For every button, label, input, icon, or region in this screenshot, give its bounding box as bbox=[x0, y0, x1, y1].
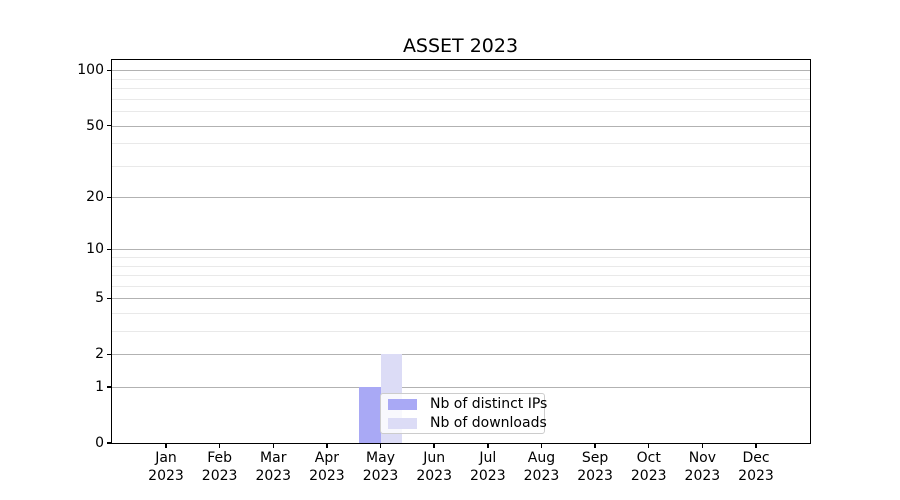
y-tick-mark bbox=[107, 69, 112, 72]
gridline-minor bbox=[112, 257, 810, 259]
gridline-major bbox=[112, 387, 810, 389]
gridline-major bbox=[112, 197, 810, 199]
x-tick-label: Jan 2023 bbox=[126, 450, 206, 485]
x-tick-year: 2023 bbox=[630, 467, 667, 484]
legend: Nb of distinct IPs Nb of downloads bbox=[380, 393, 547, 434]
x-tick-label: Aug 2023 bbox=[501, 450, 581, 485]
x-tick-month: Jul bbox=[479, 450, 497, 466]
x-tick-mark bbox=[218, 443, 221, 448]
x-tick-year: 2023 bbox=[469, 467, 506, 484]
x-tick-month: May bbox=[366, 450, 395, 466]
x-tick-label: Feb 2023 bbox=[180, 450, 260, 485]
x-tick-year: 2023 bbox=[577, 467, 613, 484]
gridline-minor bbox=[112, 143, 810, 145]
x-tick-month: Dec bbox=[742, 450, 770, 466]
y-tick-label: 20 bbox=[86, 189, 104, 206]
y-tick-mark bbox=[107, 353, 112, 356]
y-tick-mark bbox=[107, 124, 112, 127]
x-tick-label: Apr 2023 bbox=[287, 450, 367, 485]
y-tick-label: 10 bbox=[86, 241, 104, 258]
gridline-minor bbox=[112, 265, 810, 267]
y-tick-label: 0 bbox=[95, 435, 104, 451]
gridline-major bbox=[112, 70, 810, 72]
gridline-minor bbox=[112, 78, 810, 80]
gridline-minor bbox=[112, 98, 810, 100]
x-tick-month: Aug bbox=[527, 450, 556, 466]
legend-label: Nb of distinct IPs bbox=[430, 396, 548, 412]
x-tick-month: Mar bbox=[260, 450, 287, 466]
x-tick-month: Apr bbox=[314, 450, 340, 466]
x-tick-month: Jun bbox=[423, 450, 446, 466]
x-tick-label: Mar 2023 bbox=[233, 450, 313, 485]
legend-swatch-nb-of-distinct-ips bbox=[388, 398, 417, 410]
gridline-minor bbox=[112, 88, 810, 90]
bar-nb-of-distinct-ips bbox=[359, 387, 381, 443]
gridline-major bbox=[112, 249, 810, 251]
gridline-major bbox=[112, 298, 810, 300]
x-tick-month: Feb bbox=[207, 450, 233, 466]
gridline-minor bbox=[112, 313, 810, 315]
x-tick-month: Nov bbox=[688, 450, 717, 466]
x-tick-mark bbox=[487, 443, 489, 448]
y-tick-mark bbox=[107, 297, 112, 300]
legend-swatch-nb-of-downloads bbox=[388, 417, 417, 429]
plot-area: Nb of distinct IPs Nb of downloads bbox=[111, 59, 811, 444]
x-tick-label: May 2023 bbox=[341, 450, 421, 485]
x-tick-mark bbox=[647, 443, 650, 448]
gridline-minor bbox=[112, 165, 810, 167]
gridline-minor bbox=[112, 111, 810, 113]
legend-label: Nb of downloads bbox=[430, 415, 547, 431]
x-tick-month: Jan bbox=[155, 450, 177, 466]
gridline-major bbox=[112, 354, 810, 356]
gridline-minor bbox=[112, 275, 810, 277]
gridline-major bbox=[112, 125, 810, 127]
x-tick-mark bbox=[433, 443, 435, 448]
legend-item: Nb of distinct IPs bbox=[388, 396, 547, 412]
x-tick-label: Oct 2023 bbox=[609, 450, 689, 485]
x-tick-year: 2023 bbox=[255, 467, 292, 484]
y-tick-mark bbox=[107, 386, 112, 388]
x-tick-mark bbox=[272, 443, 275, 448]
x-tick-year: 2023 bbox=[201, 467, 238, 484]
x-tick-label: Jun 2023 bbox=[394, 450, 474, 485]
y-tick-label: 100 bbox=[77, 62, 104, 79]
x-tick-mark bbox=[326, 443, 328, 448]
y-tick-mark bbox=[107, 248, 112, 251]
x-tick-label: Jul 2023 bbox=[448, 450, 528, 485]
y-tick-label: 2 bbox=[95, 346, 104, 363]
x-tick-year: 2023 bbox=[738, 467, 774, 484]
x-tick-year: 2023 bbox=[684, 467, 721, 484]
x-tick-mark bbox=[165, 443, 167, 448]
x-tick-mark bbox=[701, 443, 704, 448]
x-tick-mark bbox=[379, 443, 382, 448]
y-tick-label: 1 bbox=[95, 379, 104, 396]
x-tick-year: 2023 bbox=[362, 467, 399, 484]
x-tick-label: Sep 2023 bbox=[555, 450, 635, 485]
y-tick-mark bbox=[107, 442, 112, 444]
x-tick-mark bbox=[594, 443, 596, 448]
x-tick-label: Dec 2023 bbox=[716, 450, 796, 485]
y-tick-mark bbox=[107, 196, 112, 198]
x-tick-year: 2023 bbox=[416, 467, 452, 484]
gridline-minor bbox=[112, 331, 810, 333]
x-tick-month: Sep bbox=[581, 450, 609, 466]
y-tick-label: 50 bbox=[86, 117, 104, 134]
x-tick-year: 2023 bbox=[309, 467, 345, 484]
x-tick-year: 2023 bbox=[523, 467, 560, 484]
y-tick-label: 5 bbox=[95, 290, 104, 307]
x-tick-mark bbox=[755, 443, 757, 448]
x-tick-year: 2023 bbox=[148, 467, 184, 484]
chart-title: ASSET 2023 bbox=[402, 35, 519, 57]
gridline-minor bbox=[112, 285, 810, 287]
x-tick-month: Oct bbox=[636, 450, 661, 466]
x-tick-mark bbox=[540, 443, 543, 448]
legend-item: Nb of downloads bbox=[388, 415, 547, 431]
x-tick-label: Nov 2023 bbox=[662, 450, 742, 485]
